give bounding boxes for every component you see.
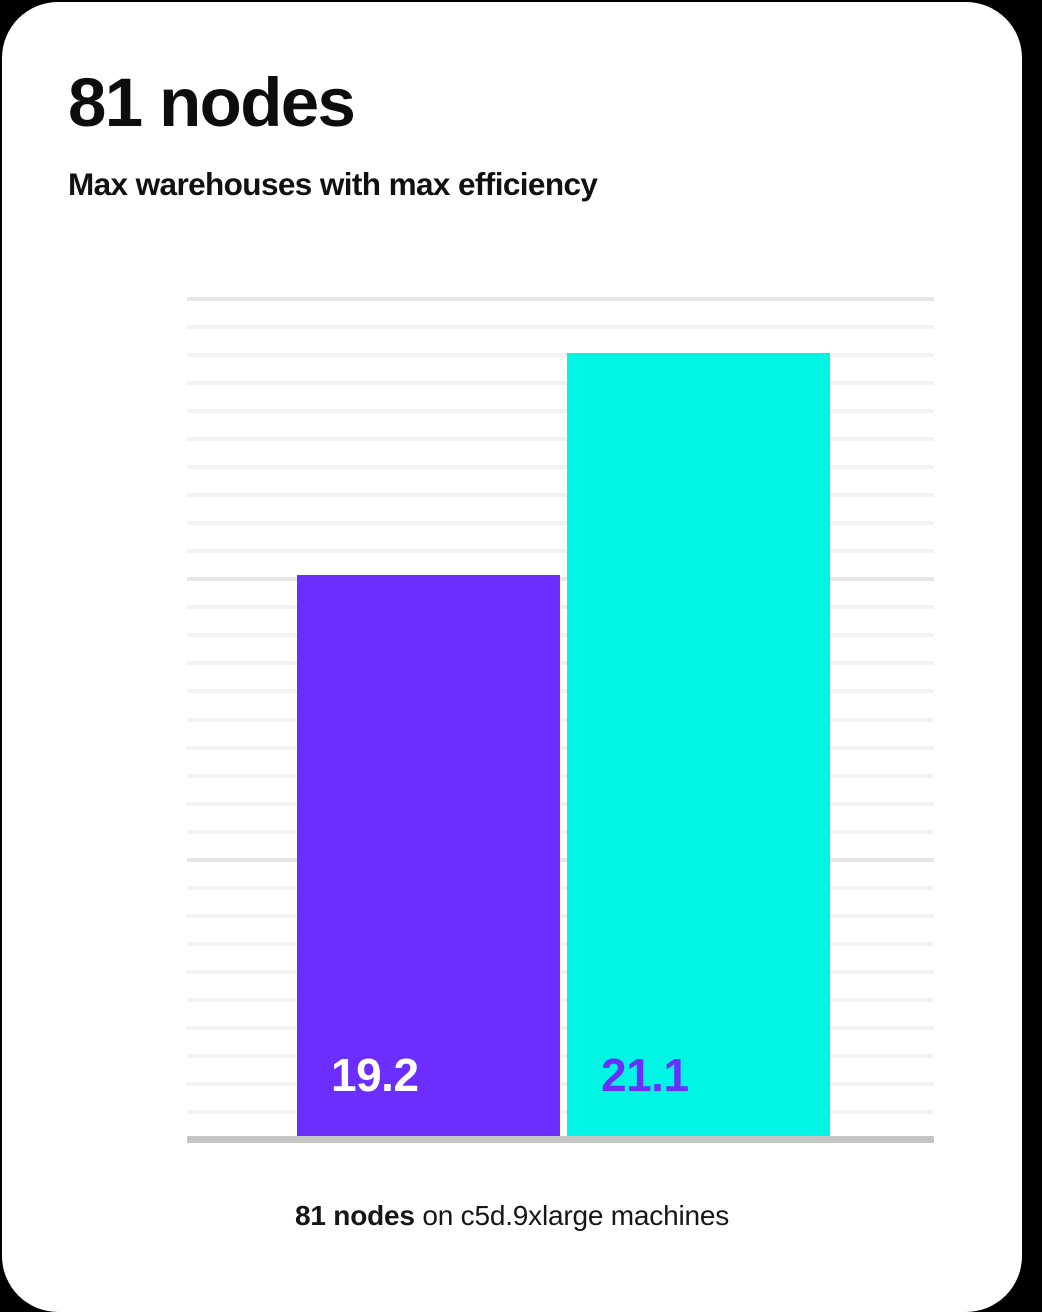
gridline-minor [187, 661, 934, 666]
gridline-minor [187, 353, 934, 358]
gridline-minor [187, 381, 934, 386]
chart-card: 81 nodes Max warehouses with max efficie… [2, 2, 1022, 1312]
chart-caption: 81 nodes on c5d.9xlarge machines [2, 1200, 1022, 1232]
gridline-minor [187, 829, 934, 834]
gridline-minor [187, 437, 934, 442]
gridline-minor [187, 745, 934, 750]
gridline-minor [187, 885, 934, 890]
bar-value-label: 19.2 [331, 1049, 419, 1101]
gridline-major [187, 297, 934, 301]
gridline-minor [187, 409, 934, 414]
chart-header: 81 nodes Max warehouses with max efficie… [68, 68, 968, 201]
gridline-minor [187, 717, 934, 722]
caption-rest-text: on c5d.9xlarge machines [414, 1200, 730, 1231]
gridline-minor [187, 633, 934, 638]
gridline-minor [187, 1081, 934, 1086]
gridline-minor [187, 1025, 934, 1030]
gridline-minor [187, 913, 934, 918]
caption-strong-text: 81 nodes [294, 1200, 415, 1231]
gridline-minor [187, 465, 934, 470]
gridline-minor [187, 549, 934, 554]
bar[interactable]: 21.1 [567, 352, 830, 1136]
gridline-minor [187, 941, 934, 946]
gridline-minor [187, 801, 934, 806]
gridline-minor [187, 997, 934, 1002]
gridline-minor [187, 773, 934, 778]
x-axis-line [187, 1136, 934, 1143]
gridline-minor [187, 493, 934, 498]
gridline-minor [187, 521, 934, 526]
gridline-major [187, 857, 934, 862]
gridline-major [187, 577, 934, 582]
gridline-minor [187, 689, 934, 694]
bar-value-label: 21.1 [601, 1049, 689, 1101]
gridline-minor [187, 605, 934, 610]
page-title: 81 nodes [68, 64, 356, 141]
gridline-minor [187, 969, 934, 974]
plot-area: 050000100000150000 19.221.1 [187, 297, 934, 1143]
gridline-minor [187, 1053, 934, 1058]
gridline-minor [187, 325, 934, 330]
bar[interactable]: 19.2 [297, 575, 560, 1136]
chart-subtitle: Max warehouses with max efficiency [68, 166, 598, 202]
gridline-minor [187, 1109, 934, 1114]
